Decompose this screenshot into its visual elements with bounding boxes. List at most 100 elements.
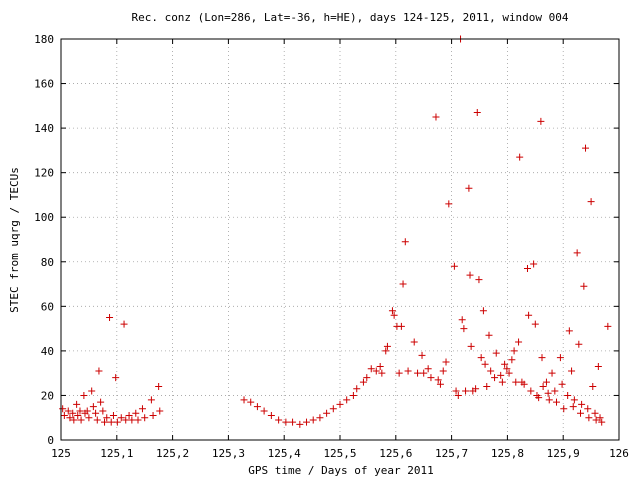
data-point: [64, 407, 72, 415]
data-point: [569, 403, 577, 411]
y-tick-label: 180: [34, 33, 54, 46]
data-point: [390, 311, 398, 319]
data-point: [477, 354, 485, 362]
data-point: [439, 367, 447, 375]
data-point: [106, 313, 114, 321]
data-point: [539, 383, 547, 391]
x-tick-label: 125,1: [100, 447, 133, 460]
data-point: [113, 418, 121, 426]
data-point: [353, 385, 361, 393]
data-point: [66, 414, 74, 422]
x-tick-label: 125,3: [212, 447, 245, 460]
data-point: [88, 387, 96, 395]
data-point: [604, 322, 612, 330]
data-point: [466, 271, 474, 279]
data-point: [134, 416, 142, 424]
data-point: [575, 340, 583, 348]
x-tick-label: 125,2: [156, 447, 189, 460]
data-point: [418, 351, 426, 359]
data-point: [462, 387, 470, 395]
x-tick-label: 125,6: [379, 447, 412, 460]
data-point: [475, 276, 483, 284]
data-point: [128, 416, 136, 424]
data-point: [458, 316, 466, 324]
data-point: [560, 405, 568, 413]
data-point: [538, 354, 546, 362]
data-point: [580, 282, 588, 290]
data-point: [401, 238, 409, 246]
data-point: [512, 378, 520, 386]
data-point: [525, 311, 533, 319]
data-point: [93, 416, 101, 424]
data-point: [363, 374, 371, 382]
data-point: [99, 407, 107, 415]
data-point: [527, 387, 535, 395]
data-point: [584, 405, 592, 413]
data-point: [397, 322, 405, 330]
data-point: [424, 365, 432, 373]
data-point: [77, 416, 85, 424]
data-point: [491, 374, 499, 382]
data-points: [59, 35, 612, 428]
data-point: [531, 320, 539, 328]
data-point: [410, 338, 418, 346]
data-point: [349, 391, 357, 399]
y-tick-label: 160: [34, 78, 54, 91]
x-tick-label: 125,8: [491, 447, 524, 460]
data-point: [467, 342, 475, 350]
data-point: [523, 264, 531, 272]
data-point: [516, 153, 524, 161]
data-point: [117, 414, 125, 422]
axis-ticks: [60, 38, 620, 441]
y-tick-label: 20: [41, 389, 54, 402]
data-point: [530, 260, 538, 268]
x-tick-label: 126: [609, 447, 629, 460]
data-point: [551, 387, 559, 395]
data-point: [573, 249, 581, 257]
data-point: [132, 409, 140, 417]
data-point: [432, 113, 440, 121]
data-point: [97, 398, 105, 406]
data-point: [414, 369, 422, 377]
data-point: [473, 109, 481, 117]
y-tick-label: 120: [34, 167, 54, 180]
data-point: [149, 411, 157, 419]
data-point: [109, 411, 117, 419]
data-point: [564, 391, 572, 399]
data-point: [395, 369, 403, 377]
data-point: [558, 380, 566, 388]
data-point: [565, 327, 573, 335]
data-point: [260, 407, 268, 415]
data-point: [253, 403, 261, 411]
data-point: [367, 365, 375, 373]
y-axis-label: STEC from uqrg / TECUs: [8, 167, 21, 313]
data-point: [60, 411, 68, 419]
data-point: [510, 347, 518, 355]
x-tick-label: 125,4: [268, 447, 301, 460]
data-point: [497, 371, 505, 379]
data-point: [544, 389, 552, 397]
data-point: [155, 383, 163, 391]
data-point: [520, 380, 528, 388]
data-point: [492, 349, 500, 357]
data-point: [296, 420, 304, 428]
data-point: [103, 414, 111, 422]
data-point: [445, 200, 453, 208]
y-tick-label: 40: [41, 345, 54, 358]
data-point: [125, 411, 133, 419]
x-tick-label: 125,7: [435, 447, 468, 460]
data-point: [336, 400, 344, 408]
data-point: [434, 376, 442, 384]
data-point: [85, 414, 93, 422]
data-point: [83, 407, 91, 415]
chart-title: Rec. conz (Lon=286, Lat=-36, h=HE), days…: [131, 11, 568, 24]
data-point: [122, 416, 130, 424]
x-tick-label: 125,5: [323, 447, 356, 460]
x-tick-label: 125: [51, 447, 71, 460]
data-point: [420, 369, 428, 377]
y-tick-label: 100: [34, 211, 54, 224]
data-point: [101, 418, 109, 426]
data-point: [450, 262, 458, 270]
data-point: [76, 407, 84, 415]
data-point: [267, 411, 275, 419]
